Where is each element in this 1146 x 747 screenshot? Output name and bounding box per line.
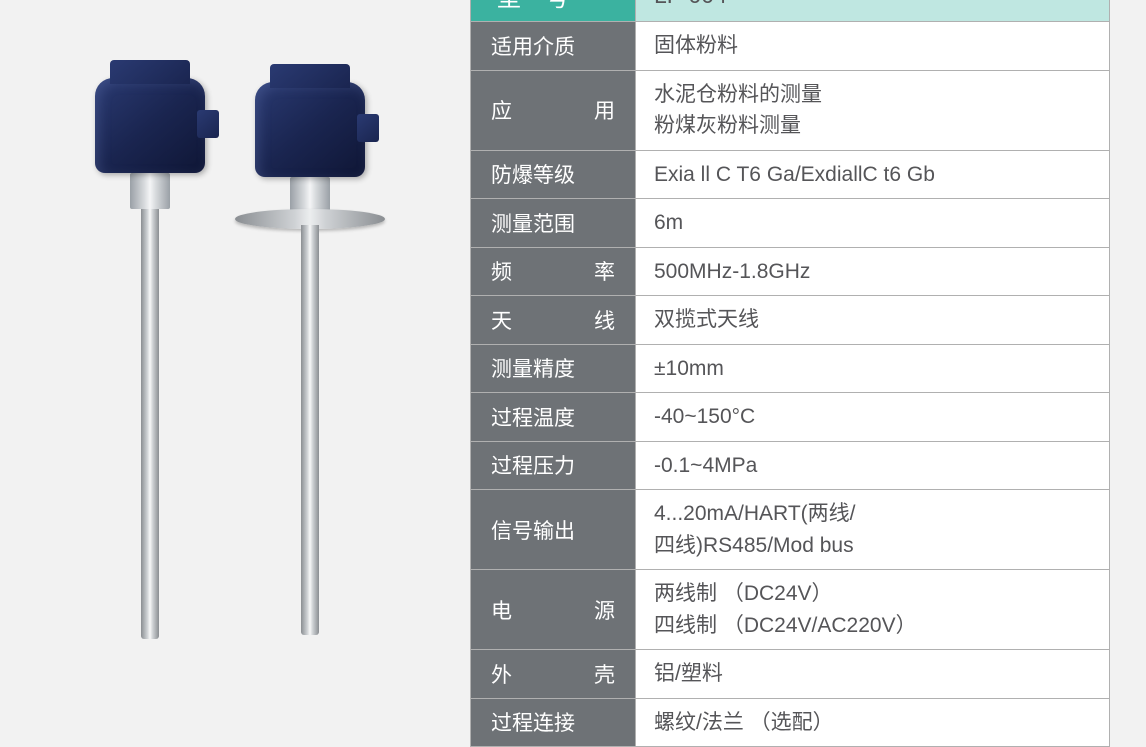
spec-row: 频率500MHz-1.8GHz: [471, 247, 1110, 296]
product-illustration: [50, 38, 430, 678]
spec-value: 螺纹/法兰 （选配）: [636, 698, 1110, 747]
spec-value: 水泥仓粉料的测量粉煤灰粉料测量: [636, 70, 1110, 150]
spec-label: 防爆等级: [471, 150, 636, 199]
spec-label: 测量精度: [471, 344, 636, 393]
spec-value: 铝/塑料: [636, 650, 1110, 699]
spec-label: 频率: [471, 247, 636, 296]
model-label: 型号: [471, 0, 636, 22]
spec-row: 过程压力-0.1~4MPa: [471, 441, 1110, 490]
sensor-rod-icon: [301, 225, 319, 635]
spec-row: 防爆等级Exia ll C T6 Ga/ExdiallC t6 Gb: [471, 150, 1110, 199]
spec-header-row: 型号 LF-004: [471, 0, 1110, 22]
spec-label: 应用: [471, 70, 636, 150]
spec-label: 过程压力: [471, 441, 636, 490]
spec-value: -40~150°C: [636, 393, 1110, 442]
spec-row: 测量精度±10mm: [471, 344, 1110, 393]
sensor-head-icon: [255, 82, 365, 177]
spec-row: 天线双揽式天线: [471, 296, 1110, 345]
sensor-head-icon: [95, 78, 205, 173]
sensor-right: [235, 82, 385, 635]
sensor-neck-icon: [290, 177, 330, 213]
spec-row: 过程连接螺纹/法兰 （选配）: [471, 698, 1110, 747]
spec-label: 电源: [471, 570, 636, 650]
spec-value: 固体粉料: [636, 22, 1110, 71]
spec-label: 外壳: [471, 650, 636, 699]
spec-label: 测量范围: [471, 199, 636, 248]
spec-row: 电源两线制 （DC24V）四线制 （DC24V/AC220V）: [471, 570, 1110, 650]
sensor-rod-icon: [141, 209, 159, 639]
spec-value: 双揽式天线: [636, 296, 1110, 345]
spec-row: 测量范围6m: [471, 199, 1110, 248]
spec-table: 型号 LF-004 适用介质固体粉料应用水泥仓粉料的测量粉煤灰粉料测量防爆等级E…: [470, 0, 1110, 747]
spec-value: 500MHz-1.8GHz: [636, 247, 1110, 296]
page-container: 型号 LF-004 适用介质固体粉料应用水泥仓粉料的测量粉煤灰粉料测量防爆等级E…: [50, 40, 1096, 676]
spec-row: 外壳铝/塑料: [471, 650, 1110, 699]
spec-value: ±10mm: [636, 344, 1110, 393]
spec-label: 过程连接: [471, 698, 636, 747]
spec-value: Exia ll C T6 Ga/ExdiallC t6 Gb: [636, 150, 1110, 199]
spec-row: 应用水泥仓粉料的测量粉煤灰粉料测量: [471, 70, 1110, 150]
spec-row: 信号输出4...20mA/HART(两线/四线)RS485/Mod bus: [471, 490, 1110, 570]
spec-table-body: 型号 LF-004 适用介质固体粉料应用水泥仓粉料的测量粉煤灰粉料测量防爆等级E…: [471, 0, 1110, 747]
spec-value: 两线制 （DC24V）四线制 （DC24V/AC220V）: [636, 570, 1110, 650]
spec-row: 适用介质固体粉料: [471, 22, 1110, 71]
spec-label: 天线: [471, 296, 636, 345]
spec-value: 6m: [636, 199, 1110, 248]
model-value: LF-004: [636, 0, 1110, 22]
spec-label: 信号输出: [471, 490, 636, 570]
spec-value: -0.1~4MPa: [636, 441, 1110, 490]
spec-value: 4...20mA/HART(两线/四线)RS485/Mod bus: [636, 490, 1110, 570]
sensor-left: [95, 78, 205, 639]
sensor-neck-icon: [130, 173, 170, 209]
spec-label: 过程温度: [471, 393, 636, 442]
spec-row: 过程温度-40~150°C: [471, 393, 1110, 442]
spec-label: 适用介质: [471, 22, 636, 71]
